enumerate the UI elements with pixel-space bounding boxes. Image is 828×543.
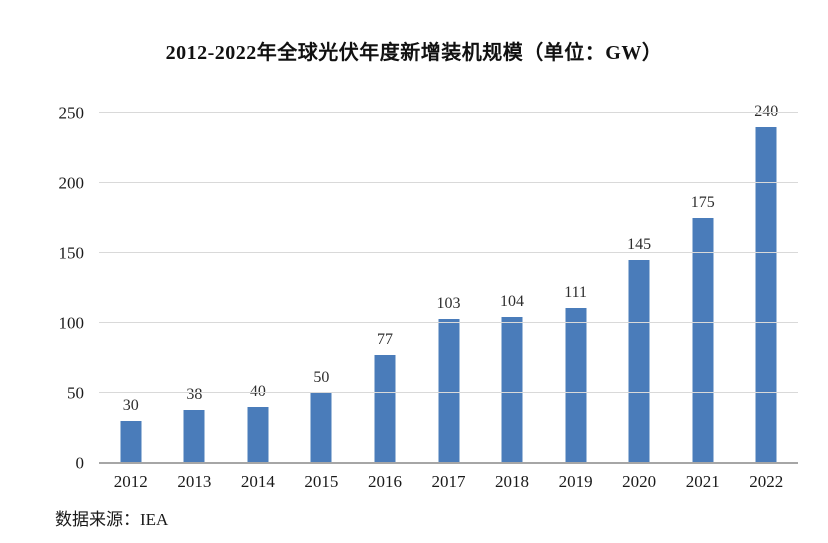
bar	[755, 127, 777, 463]
chart-title: 2012-2022年全球光伏年度新增装机规模（单位：GW）	[165, 42, 663, 64]
x-tick-label: 2019	[558, 472, 593, 491]
bar	[628, 260, 650, 463]
x-tick-label: 2020	[622, 472, 657, 491]
x-tick-label: 2014	[240, 472, 275, 491]
bar-group: 77 2016	[353, 113, 417, 490]
bar	[565, 307, 587, 463]
bar	[438, 318, 459, 463]
bar-value-label: 30	[122, 397, 139, 414]
bar-group: 38 2013	[163, 113, 227, 490]
y-tick-label: 50	[67, 383, 84, 403]
bar-value-label: 40	[249, 383, 266, 400]
bar-group: 30 2012	[99, 113, 163, 491]
x-axis-line	[99, 462, 798, 464]
gridline	[99, 182, 798, 183]
x-tick-label: 2016	[367, 472, 402, 491]
gridline	[99, 112, 798, 113]
bars-container: 30 2012 38 2013 40 2014 50 2015 77 2016 103 2017 104…	[99, 104, 798, 491]
bar	[120, 421, 142, 463]
bar	[247, 407, 269, 463]
bar-value-label: 77	[376, 331, 393, 349]
bar-value-label: 145	[627, 236, 652, 253]
x-tick-label: 2013	[177, 472, 212, 491]
y-axis: 0 50 100 150 200 250	[0, 105, 85, 472]
bar	[374, 355, 396, 463]
plot-area: 30 2012 38 2013 40 2014 50 2015 77 2016 103 2017 104…	[99, 104, 798, 491]
bar-value-label: 104	[500, 293, 525, 311]
bar-group: 145 2020	[607, 113, 671, 491]
x-tick-label: 2017	[431, 472, 466, 491]
x-tick-label: 2022	[749, 472, 784, 491]
bar-value-label: 175	[690, 194, 715, 211]
x-tick-label: 2018	[495, 472, 530, 491]
y-tick-label: 150	[58, 243, 85, 263]
y-tick-label: 250	[58, 103, 85, 123]
bar-group: 240 2022	[734, 104, 798, 491]
bar-value-label: 103	[436, 294, 461, 312]
bar-group: 50 2015	[290, 113, 354, 491]
bar-value-label: 38	[186, 385, 203, 403]
y-tick-label: 0	[75, 453, 85, 473]
bar	[310, 393, 332, 463]
gridline	[99, 322, 798, 323]
bar-group: 111 2019	[544, 113, 608, 490]
bar-group: 40 2014	[226, 113, 290, 491]
bar-group: 175 2021	[671, 113, 735, 491]
gridline	[99, 252, 798, 253]
bar-group: 103 2017	[417, 113, 481, 490]
bar	[501, 317, 523, 463]
bar	[692, 218, 714, 463]
bar	[183, 409, 205, 463]
y-tick-label: 200	[58, 173, 85, 193]
bar-value-label: 50	[313, 369, 330, 386]
x-tick-label: 2015	[304, 472, 339, 491]
gridline	[99, 392, 798, 393]
x-tick-label: 2012	[113, 472, 148, 491]
x-tick-label: 2021	[685, 472, 720, 491]
bar-value-label: 111	[564, 283, 587, 301]
y-tick-label: 100	[58, 313, 85, 333]
source-note: 数据来源：IEA	[55, 510, 169, 529]
bar-group: 104 2018	[480, 113, 544, 490]
bar-value-label: 240	[754, 103, 779, 120]
